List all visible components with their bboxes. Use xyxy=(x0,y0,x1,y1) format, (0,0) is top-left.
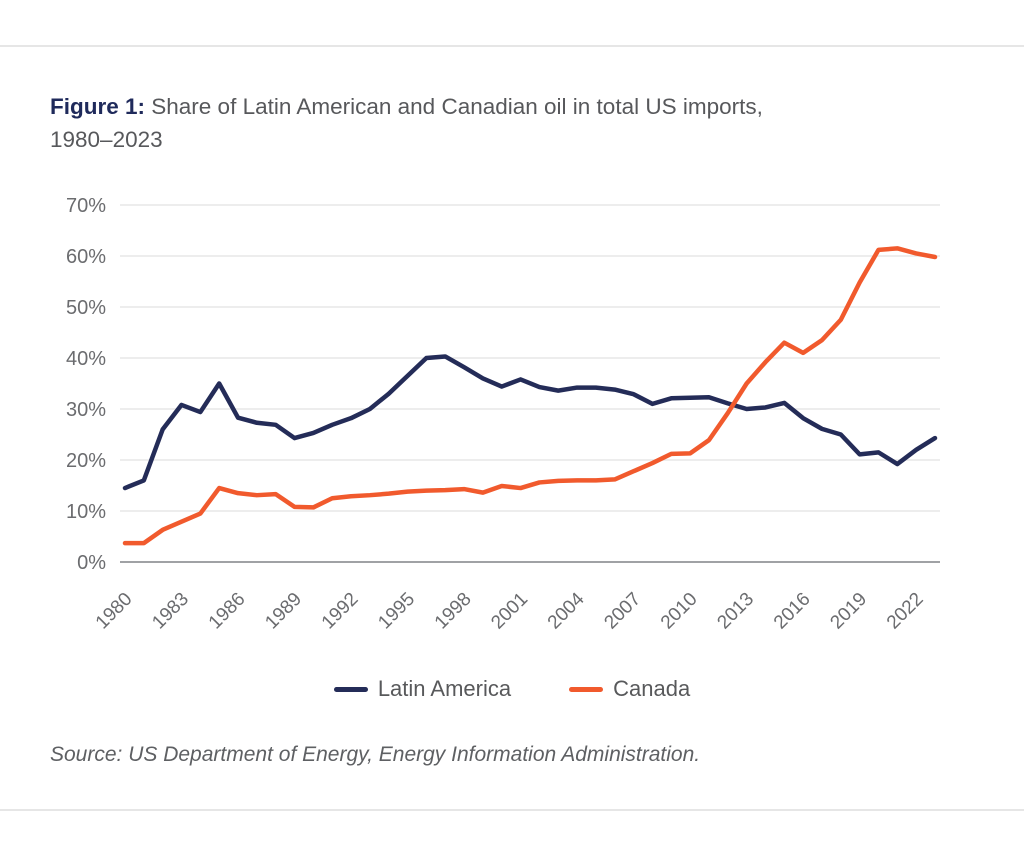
y-tick-label-10: 10% xyxy=(66,501,106,523)
x-tick-label-2013: 2013 xyxy=(713,589,758,634)
y-tick-label-50: 50% xyxy=(66,297,106,319)
x-tick-label-2001: 2001 xyxy=(487,589,532,634)
y-tick-label-40: 40% xyxy=(66,348,106,370)
figure-title: Figure 1: Share of Latin American and Ca… xyxy=(50,90,970,156)
source-note: Source: US Department of Energy, Energy … xyxy=(50,743,701,766)
chart-legend: Latin America Canada xyxy=(0,676,1024,702)
legend-item-latin-america: Latin America xyxy=(333,676,512,702)
x-tick-label-1995: 1995 xyxy=(374,589,419,634)
y-tick-label-30: 30% xyxy=(66,399,106,421)
y-tick-label-0: 0% xyxy=(77,552,106,574)
series-line-latin-america xyxy=(122,354,938,491)
legend-item-canada: Canada xyxy=(569,676,690,702)
x-tick-label-1983: 1983 xyxy=(148,589,193,634)
figure-title-prefix: Figure 1: xyxy=(50,94,146,119)
x-tick-label-2022: 2022 xyxy=(883,589,928,634)
latin-america-line-swatch-icon xyxy=(333,686,368,692)
x-tick-label-1992: 1992 xyxy=(318,589,363,634)
legend-label-latin-america: Latin America xyxy=(377,676,512,701)
figure-title-text: Share of Latin American and Canadian oil… xyxy=(145,94,763,119)
bottom-divider xyxy=(0,809,1024,811)
y-tick-label-60: 60% xyxy=(66,246,106,268)
x-tick-label-1986: 1986 xyxy=(205,589,250,634)
x-tick-label-2010: 2010 xyxy=(657,589,702,634)
x-tick-label-1998: 1998 xyxy=(431,589,476,634)
x-tick-label-2004: 2004 xyxy=(544,588,589,633)
line-chart: 0% 10% 20% 30% 40% 50% 60% 70% 1980 1983 1986 1989 1… xyxy=(66,195,940,634)
x-tick-label-1989: 1989 xyxy=(261,589,306,634)
series-line-canada xyxy=(122,246,938,546)
x-tick-label-2007: 2007 xyxy=(600,589,645,634)
x-tick-label-2016: 2016 xyxy=(770,589,815,634)
top-divider xyxy=(0,45,1024,47)
canada-line-swatch-icon xyxy=(569,686,604,692)
x-tick-label-2019: 2019 xyxy=(826,589,871,634)
y-tick-label-20: 20% xyxy=(66,450,106,472)
legend-label-canada: Canada xyxy=(613,676,691,701)
y-tick-label-70: 70% xyxy=(66,195,106,217)
x-tick-label-1980: 1980 xyxy=(92,589,137,634)
figure-title-years: 1980–2023 xyxy=(50,127,163,152)
